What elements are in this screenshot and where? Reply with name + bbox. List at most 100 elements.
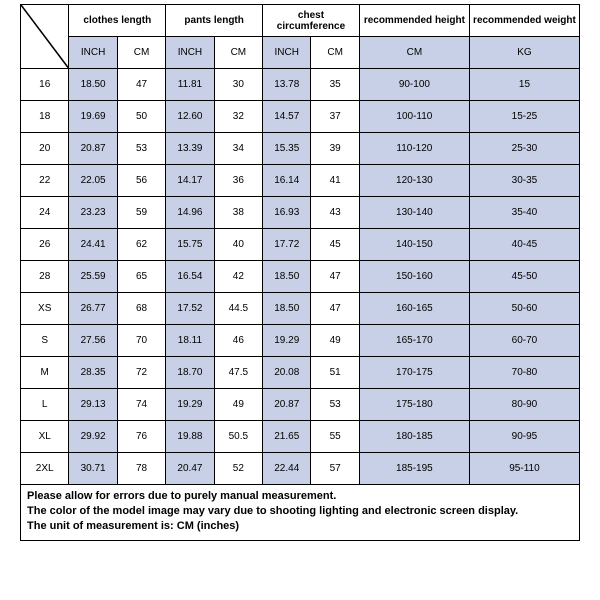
data-cell: 57 — [311, 453, 359, 485]
data-cell: 35-40 — [469, 197, 579, 229]
data-cell: 180-185 — [359, 421, 469, 453]
sub-cm: CM — [359, 37, 469, 69]
data-cell: 47 — [311, 293, 359, 325]
data-cell: 45-50 — [469, 261, 579, 293]
sub-kg: KG — [469, 37, 579, 69]
sub-cm: CM — [117, 37, 165, 69]
data-cell: 110-120 — [359, 133, 469, 165]
header-clothes-length: clothes length — [69, 5, 166, 37]
table-row: XL29.927619.8850.521.6555180-18590-95 — [21, 421, 580, 453]
data-cell: 52 — [214, 453, 262, 485]
data-cell: 35 — [311, 69, 359, 101]
data-cell: 78 — [117, 453, 165, 485]
data-cell: 38 — [214, 197, 262, 229]
data-cell: 28.35 — [69, 357, 117, 389]
data-cell: 18.11 — [166, 325, 214, 357]
sub-cm: CM — [311, 37, 359, 69]
data-cell: 40 — [214, 229, 262, 261]
size-cell: S — [21, 325, 69, 357]
data-cell: 12.60 — [166, 101, 214, 133]
data-cell: 53 — [311, 389, 359, 421]
header-recommended-weight: recommended weight — [469, 5, 579, 37]
data-cell: 19.88 — [166, 421, 214, 453]
sub-inch: INCH — [69, 37, 117, 69]
size-table: clothes length pants length chest circum… — [20, 4, 580, 485]
data-cell: 120-130 — [359, 165, 469, 197]
data-cell: 95-110 — [469, 453, 579, 485]
data-cell: 100-110 — [359, 101, 469, 133]
table-row: 2825.596516.544218.5047150-16045-50 — [21, 261, 580, 293]
data-cell: 25.59 — [69, 261, 117, 293]
data-cell: 16.14 — [263, 165, 311, 197]
size-chart-container: clothes length pants length chest circum… — [0, 0, 600, 600]
data-cell: 130-140 — [359, 197, 469, 229]
table-row: 2423.235914.963816.9343130-14035-40 — [21, 197, 580, 229]
table-header: clothes length pants length chest circum… — [21, 5, 580, 69]
data-cell: 165-170 — [359, 325, 469, 357]
data-cell: 30 — [214, 69, 262, 101]
data-cell: 18.70 — [166, 357, 214, 389]
size-cell: L — [21, 389, 69, 421]
data-cell: 15.75 — [166, 229, 214, 261]
data-cell: 20.87 — [263, 389, 311, 421]
data-cell: 29.13 — [69, 389, 117, 421]
data-cell: 175-180 — [359, 389, 469, 421]
data-cell: 17.72 — [263, 229, 311, 261]
size-cell: XS — [21, 293, 69, 325]
data-cell: 185-195 — [359, 453, 469, 485]
data-cell: 68 — [117, 293, 165, 325]
sub-cm: CM — [214, 37, 262, 69]
data-cell: 19.29 — [166, 389, 214, 421]
data-cell: 50.5 — [214, 421, 262, 453]
data-cell: 18.50 — [263, 261, 311, 293]
data-cell: 44.5 — [214, 293, 262, 325]
sub-inch: INCH — [263, 37, 311, 69]
data-cell: 24.41 — [69, 229, 117, 261]
data-cell: 26.77 — [69, 293, 117, 325]
table-row: 2020.875313.393415.3539110-12025-30 — [21, 133, 580, 165]
data-cell: 42 — [214, 261, 262, 293]
data-cell: 22.05 — [69, 165, 117, 197]
data-cell: 53 — [117, 133, 165, 165]
data-cell: 140-150 — [359, 229, 469, 261]
data-cell: 50-60 — [469, 293, 579, 325]
note-line: The unit of measurement is: CM (inches) — [27, 519, 573, 534]
table-row: XS26.776817.5244.518.5047160-16550-60 — [21, 293, 580, 325]
data-cell: 13.78 — [263, 69, 311, 101]
data-cell: 22.44 — [263, 453, 311, 485]
size-cell: 26 — [21, 229, 69, 261]
data-cell: 46 — [214, 325, 262, 357]
data-cell: 65 — [117, 261, 165, 293]
size-cell: M — [21, 357, 69, 389]
data-cell: 19.69 — [69, 101, 117, 133]
data-cell: 47 — [117, 69, 165, 101]
data-cell: 51 — [311, 357, 359, 389]
data-cell: 55 — [311, 421, 359, 453]
sub-inch: INCH — [166, 37, 214, 69]
data-cell: 49 — [311, 325, 359, 357]
data-cell: 16.54 — [166, 261, 214, 293]
data-cell: 19.29 — [263, 325, 311, 357]
data-cell: 43 — [311, 197, 359, 229]
data-cell: 30-35 — [469, 165, 579, 197]
table-row: 1618.504711.813013.783590-10015 — [21, 69, 580, 101]
data-cell: 14.96 — [166, 197, 214, 229]
header-chest-circumference: chest circumference — [263, 5, 360, 37]
data-cell: 80-90 — [469, 389, 579, 421]
data-cell: 20.47 — [166, 453, 214, 485]
data-cell: 90-95 — [469, 421, 579, 453]
size-cell: 20 — [21, 133, 69, 165]
data-cell: 72 — [117, 357, 165, 389]
data-cell: 170-175 — [359, 357, 469, 389]
table-row: S27.567018.114619.2949165-17060-70 — [21, 325, 580, 357]
data-cell: 20.87 — [69, 133, 117, 165]
data-cell: 36 — [214, 165, 262, 197]
data-cell: 34 — [214, 133, 262, 165]
size-cell: 18 — [21, 101, 69, 133]
sub-header-row: INCH CM INCH CM INCH CM CM KG — [21, 37, 580, 69]
data-cell: 90-100 — [359, 69, 469, 101]
data-cell: 17.52 — [166, 293, 214, 325]
data-cell: 160-165 — [359, 293, 469, 325]
table-row: 2624.416215.754017.7245140-15040-45 — [21, 229, 580, 261]
notes-block: Please allow for errors due to purely ma… — [20, 485, 580, 541]
